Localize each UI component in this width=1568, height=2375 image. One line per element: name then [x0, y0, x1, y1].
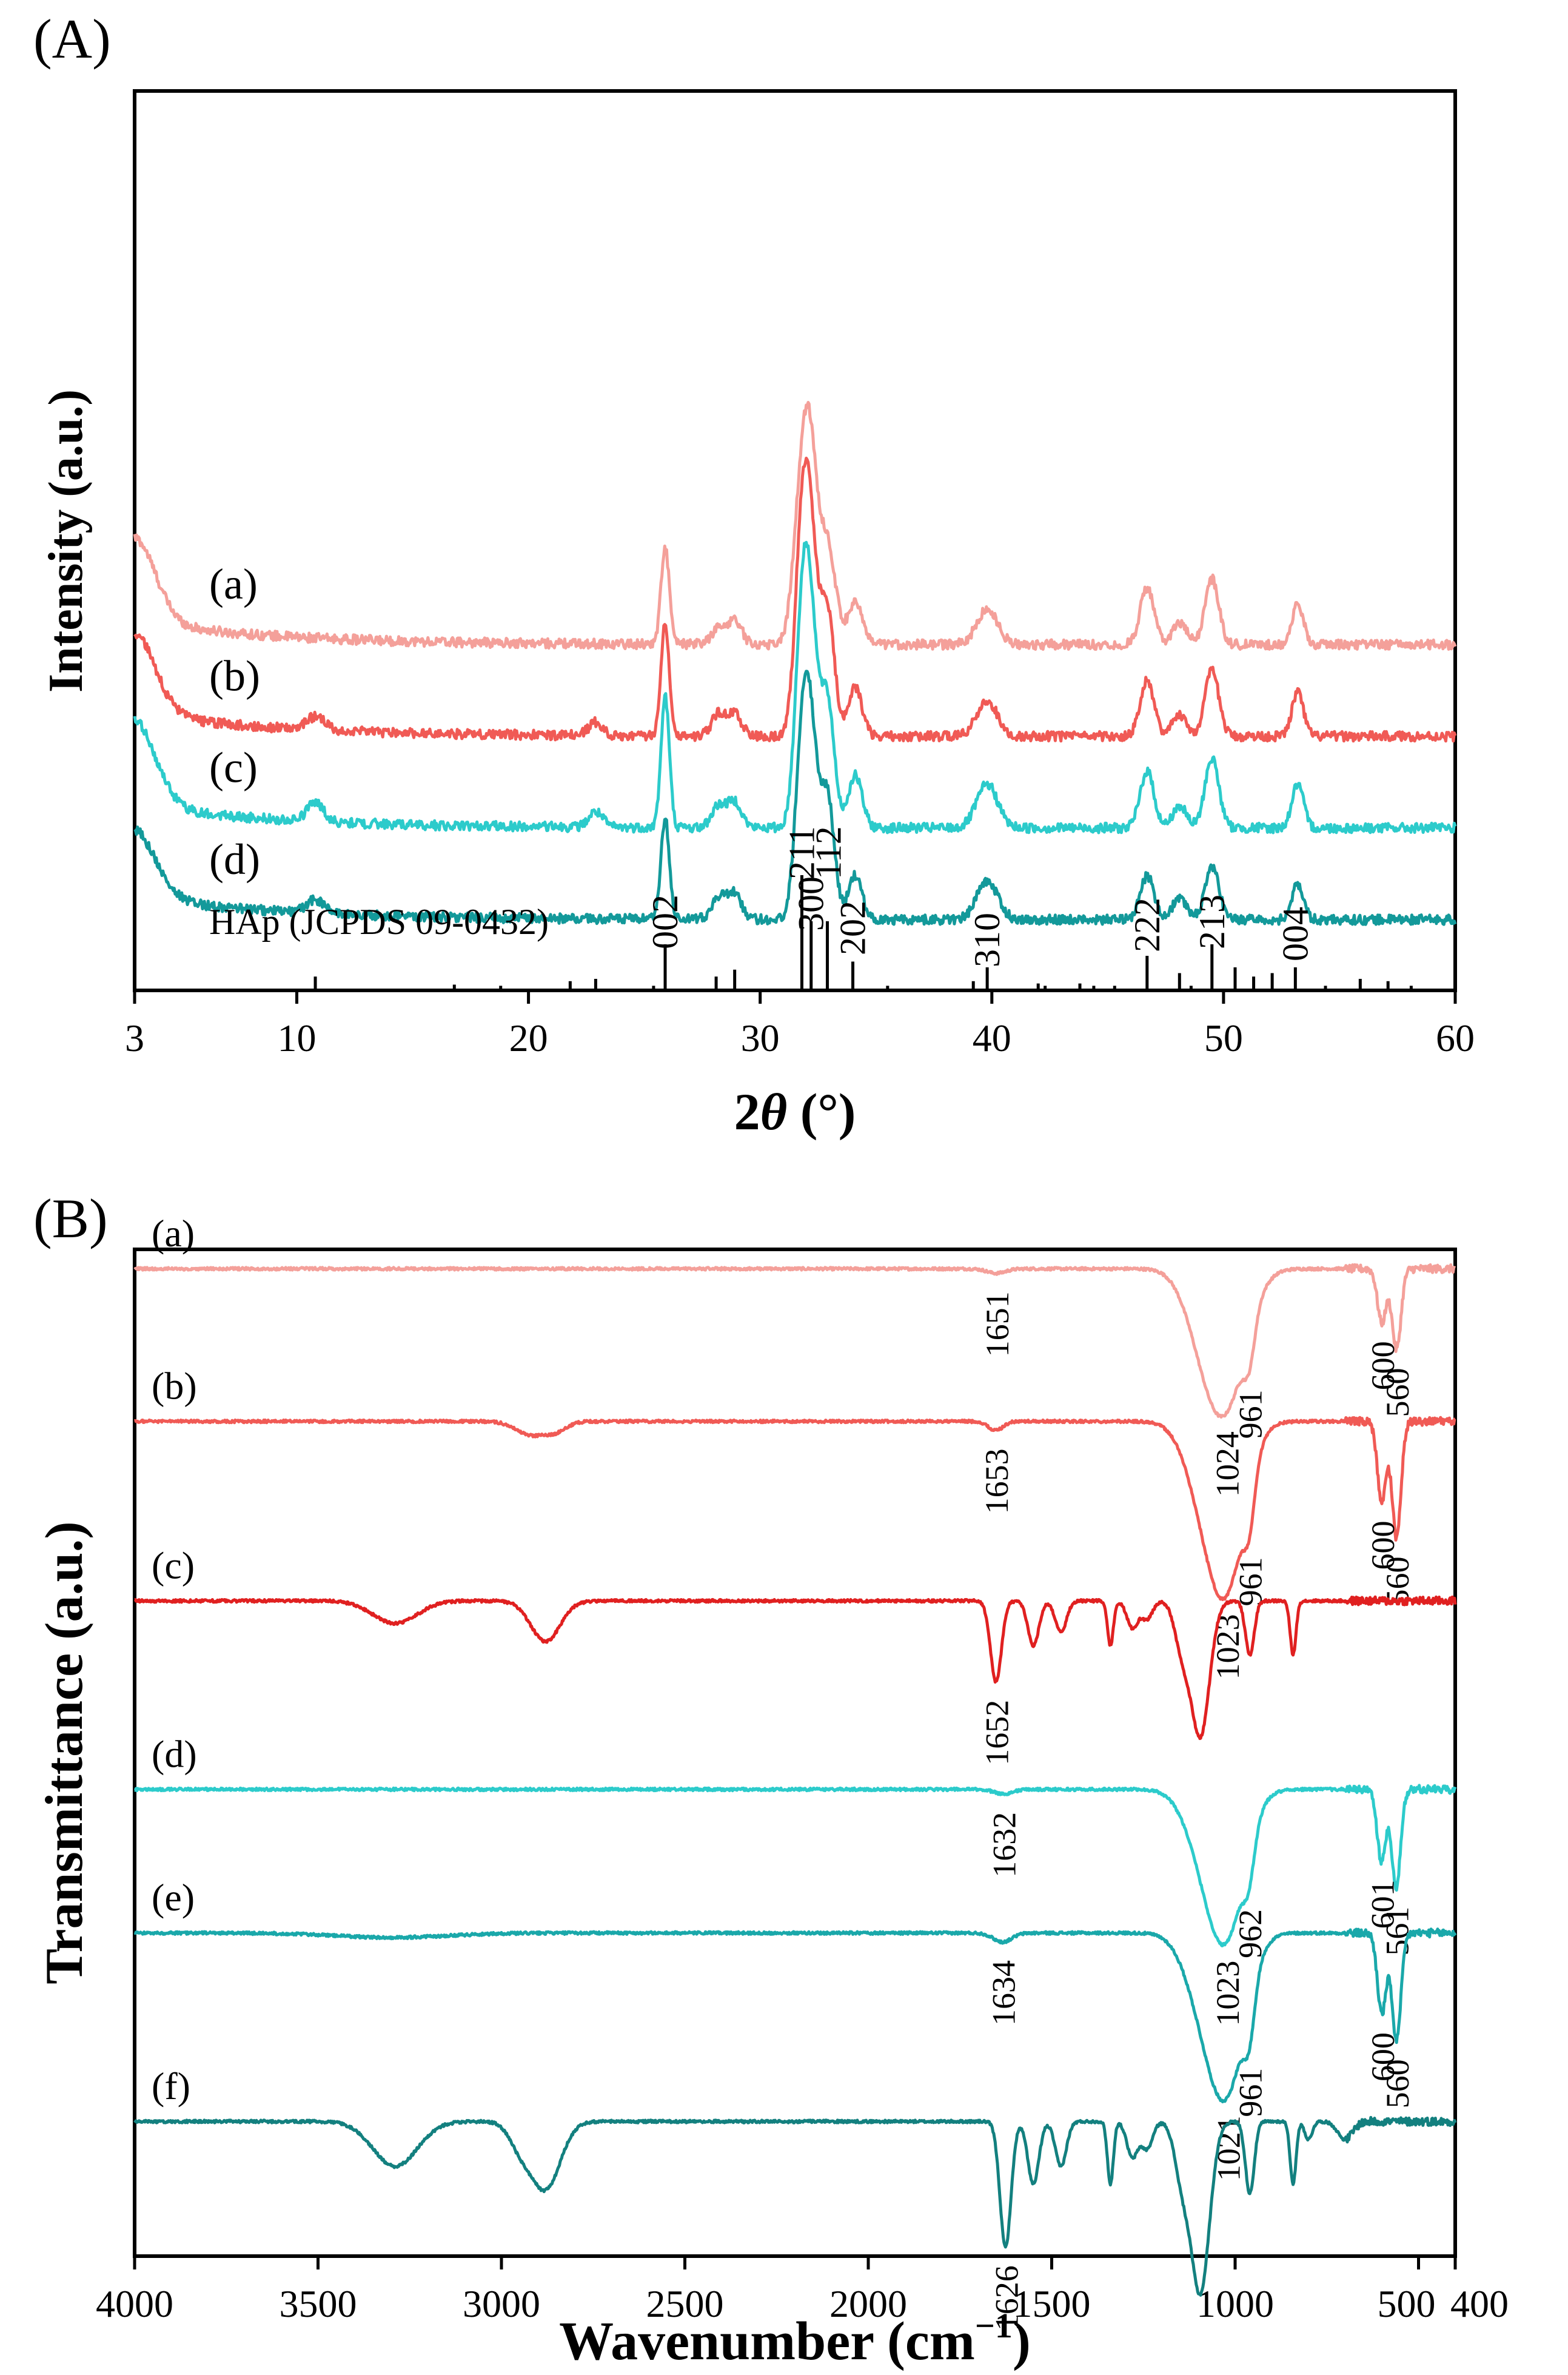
- panel-b-peak-annotation: 600: [1365, 2032, 1401, 2081]
- panel-b-series-label: (b): [152, 1365, 197, 1408]
- panel-b-peak-annotation: 560: [1379, 2059, 1416, 2108]
- panel-b-series-line: [133, 1595, 1457, 1741]
- panel-b-peak-annotation: 1632: [987, 1812, 1023, 1878]
- panel-a: (A) 3 10 20 30 40 50 60 (a)(b)(c)(d) 002211112…: [33, 8, 1475, 1141]
- panel-a-reference-name: HAp (JCPDS 09-0432): [209, 902, 549, 942]
- panel-b-x-ticks: 4000 3500 3000 2500 2000 1500 1000 500 400: [96, 2256, 1509, 2325]
- panel-a-series-line: [133, 457, 1457, 743]
- panel-b-series-label: (d): [152, 1732, 197, 1775]
- panel-a-miller-index: 213: [1192, 895, 1232, 949]
- panel-b-series-line: [133, 1784, 1457, 1947]
- panel-b-peak-annotation: 1652: [979, 1700, 1016, 1765]
- panel-b-series-label: (e): [152, 1876, 195, 1919]
- panel-b-series-line: [133, 1927, 1457, 2104]
- panel-b-peak-annotation: 1626: [988, 2265, 1025, 2331]
- panel-a-x-axis-unit: (°): [787, 1083, 856, 1141]
- panel-a-label: (A): [33, 8, 111, 70]
- panel-b-x-tick-label: 2500: [646, 2282, 724, 2325]
- panel-a-y-axis-title: Intensity (a.u.): [39, 389, 93, 693]
- panel-b-x-axis-title: Wavenumber (cm−1): [559, 2306, 1031, 2371]
- panel-b-series-line: [133, 1416, 1456, 1601]
- panel-a-series-line: [133, 401, 1457, 651]
- panel-b-series-label: (a): [152, 1212, 195, 1255]
- panel-b-label: (B): [33, 1188, 108, 1249]
- panel-a-miller-index: 211: [782, 826, 822, 879]
- panel-a-miller-index: 222: [1127, 898, 1167, 952]
- panel-a-x-tick-label: 10: [277, 1016, 316, 1060]
- panel-a-x-axis-italic: θ: [760, 1083, 788, 1141]
- panel-b-x-axis-main: Wavenumber (cm: [559, 2311, 975, 2371]
- panel-b-x-axis-close: ): [1013, 2311, 1031, 2371]
- panel-a-series-line: [133, 670, 1457, 926]
- panel-b-peak-annotation: 1024: [1209, 1431, 1245, 1497]
- panel-b-peak-annotation: 601: [1364, 1880, 1401, 1929]
- panel-a-miller-index: 310: [967, 913, 1007, 967]
- panel-a-x-axis-var: 2: [734, 1083, 760, 1141]
- panel-b-peak-annotation: 1023: [1210, 1961, 1246, 2026]
- panel-a-series-line: [133, 540, 1457, 835]
- panel-b-peak-annotation: 961: [1233, 1389, 1269, 1439]
- panel-a-x-ticks: 3 10 20 30 40 50 60: [125, 990, 1475, 1060]
- panel-a-miller-index: 202: [833, 901, 873, 955]
- panel-a-miller-index: 002: [645, 895, 685, 949]
- panel-b-peak-annotation: 600: [1365, 1521, 1401, 1570]
- panel-b-x-tick-label: 2000: [829, 2282, 907, 2325]
- panel-b-peak-annotation: 600: [1365, 1341, 1401, 1390]
- panel-b-peak-annotation: 560: [1379, 1368, 1416, 1417]
- panel-b-series-label: (c): [152, 1544, 195, 1587]
- panel-a-miller-index: 004: [1275, 907, 1315, 961]
- panel-a-series-label: (c): [209, 744, 258, 792]
- panel-b-peak-annotation: 1634: [985, 1960, 1022, 2026]
- panel-b-x-tick-label: 4000: [96, 2282, 173, 2325]
- panel-a-x-tick-label: 40: [973, 1016, 1011, 1060]
- panel-b-series: (a)16511024961600560(b)16531023961600560…: [133, 1212, 1457, 2331]
- panel-b-peak-annotation: 961: [1233, 1557, 1269, 1606]
- panel-a-x-tick-label: 50: [1204, 1016, 1243, 1060]
- panel-a-series-label: (a): [209, 560, 258, 608]
- panel-a-x-tick-label: 60: [1436, 1016, 1475, 1060]
- panel-b-peak-annotation: 1653: [979, 1448, 1015, 1514]
- panel-a-miller-index: 300: [791, 876, 831, 931]
- panel-b-x-tick-label: 1500: [1013, 2282, 1091, 2325]
- panel-b-x-axis-sup: −1: [975, 2306, 1013, 2345]
- panel-a-series-label: (b): [209, 651, 260, 700]
- panel-b-peak-annotation: 1651: [979, 1291, 1016, 1357]
- panel-b-x-tick-label: 3500: [280, 2282, 357, 2325]
- panel-b-series-line: [133, 2115, 1457, 2297]
- panel-b-x-tick-label: 500: [1378, 2282, 1436, 2325]
- panel-b-peak-annotation: 962: [1232, 1909, 1268, 1958]
- panel-a-x-tick-label: 20: [509, 1016, 548, 1060]
- panel-b: (B) 4000 3500 3000 2500 2000 1500 1000 500 400 (…: [33, 1188, 1509, 2371]
- panel-a-miller-index: 112: [808, 826, 848, 879]
- panel-b-x-tick-label: 1000: [1196, 2282, 1274, 2325]
- panel-a-x-tick-label: 3: [125, 1016, 144, 1060]
- panel-b-series-label: (f): [152, 2064, 190, 2108]
- panel-b-series-line: [133, 1263, 1456, 1419]
- panel-b-x-tick-label: 400: [1450, 2282, 1509, 2325]
- panel-b-plot-frame: [133, 1248, 1457, 2258]
- panel-b-y-axis-title: Transmittance (a.u.): [35, 1521, 94, 1984]
- panel-b-peak-annotation: 961: [1233, 2068, 1269, 2117]
- panel-a-x-tick-label: 30: [741, 1016, 780, 1060]
- panel-b-x-tick-label: 3000: [463, 2282, 540, 2325]
- panel-a-x-axis-title: 2θ (°): [734, 1083, 856, 1141]
- panel-a-series-label: (d): [209, 835, 260, 884]
- panel-a-series: (a) (b) (c) (d): [133, 401, 1457, 926]
